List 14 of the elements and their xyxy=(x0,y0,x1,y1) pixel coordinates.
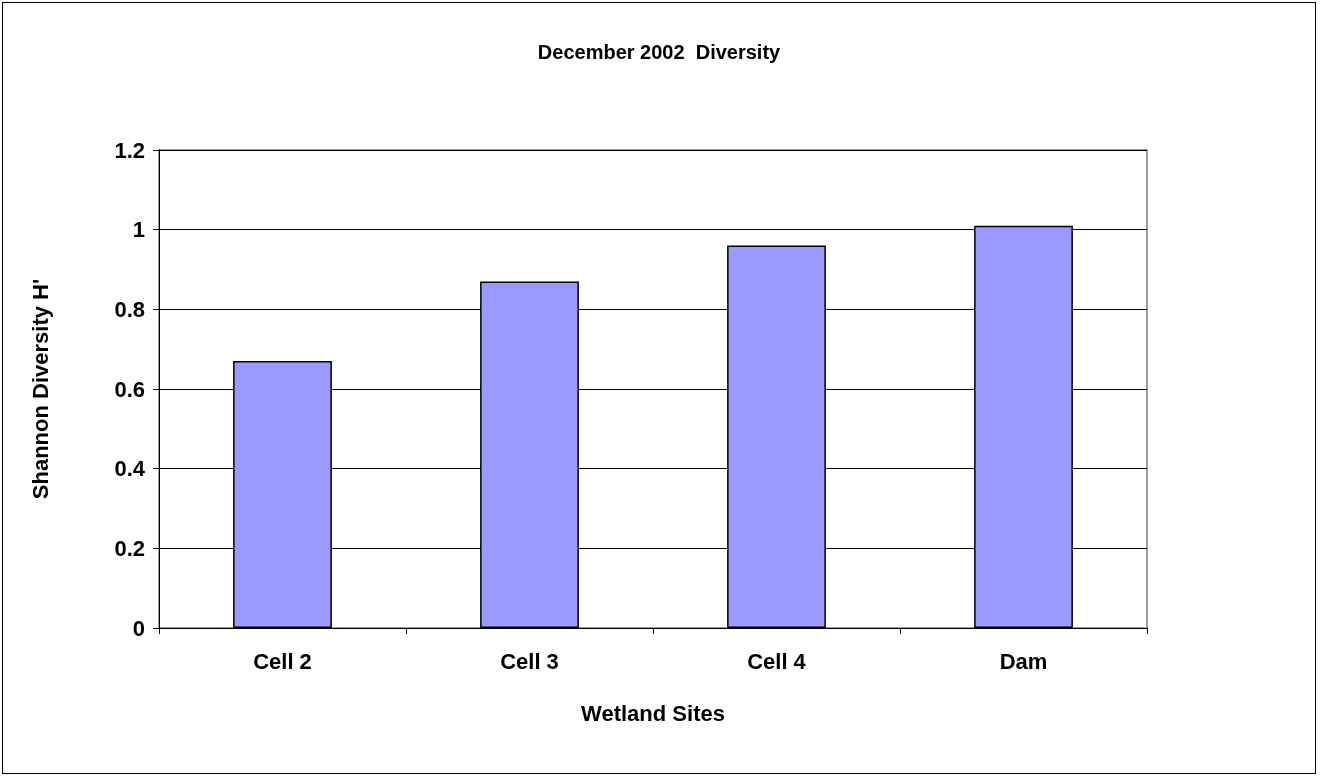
y-tick-label: 0 xyxy=(132,615,145,641)
y-axis-title: Shannon Diversity H' xyxy=(27,278,53,500)
x-tick-label: Cell 4 xyxy=(747,648,807,674)
x-tick-label: Dam xyxy=(999,648,1048,674)
y-tick-label: 0.2 xyxy=(114,535,145,561)
x-tick-label: Cell 2 xyxy=(253,648,312,674)
y-tick-label: 0.8 xyxy=(114,296,145,322)
y-tick-label: 1 xyxy=(132,217,145,243)
chart-title: December 2002 Diversity xyxy=(537,41,782,63)
x-axis-title: Wetland Sites xyxy=(581,700,725,726)
x-tick-label: Cell 3 xyxy=(500,648,559,674)
y-tick-label: 1.2 xyxy=(114,137,145,163)
y-tick-label: 0.6 xyxy=(114,376,145,402)
y-tick-label: 0.4 xyxy=(114,456,146,482)
